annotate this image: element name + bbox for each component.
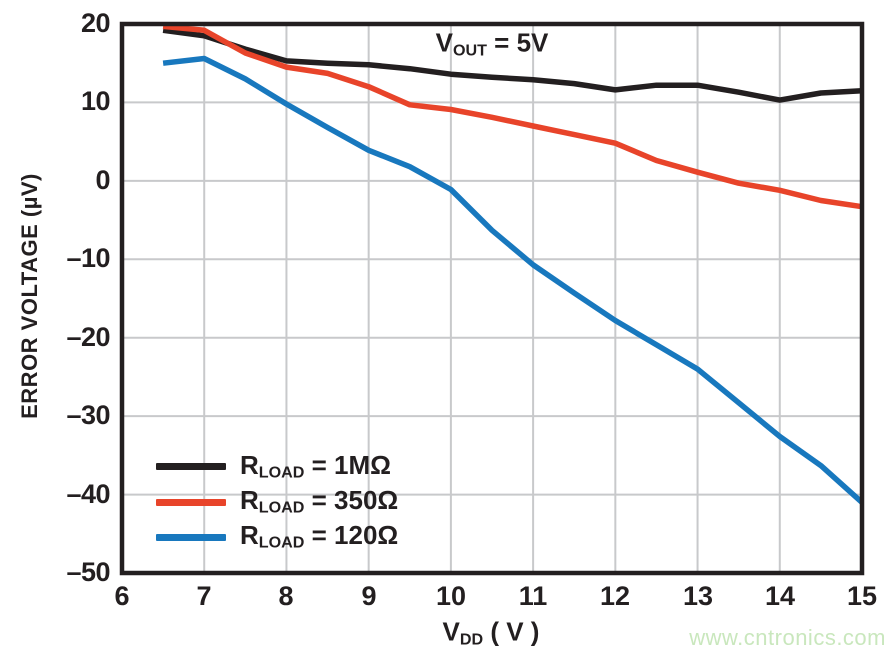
series-line-2 [162,55,864,505]
legend-swatch-120ohm [156,534,226,541]
y-axis-title: ERROR VOLTAGE (µV) [17,173,42,419]
series-line-0 [162,27,863,103]
legend-label-1mohm: RLOAD = 1MΩ [240,450,392,482]
y-tick-label: –50 [66,556,110,587]
legend-swatch-1mohm [156,463,226,470]
x-tick-label: 9 [361,581,377,611]
x-tick-label: 13 [682,581,714,611]
y-tick-label: –30 [66,399,110,430]
x-tick-label: 7 [196,581,212,611]
x-tick-label: 15 [846,581,878,611]
x-tick-label: 11 [518,581,548,611]
plot-frame [119,21,865,576]
x-axis-title: VDD ( V ) [442,616,540,649]
x-tick-label: 10 [435,581,467,611]
legend-swatch-350ohm [156,499,226,506]
y-tick-label: 10 [80,85,111,116]
x-tick-label: 12 [599,581,631,611]
y-tick-label: –10 [66,242,110,273]
y-tick-label: 0 [95,164,110,195]
watermark: www.cntronics.com [689,625,886,650]
x-tick-label: 8 [278,581,294,611]
annotation-vout: VOUT = 5V [435,27,549,60]
x-tick-label: 6 [114,581,130,611]
x-tick-label: 14 [764,581,796,611]
legend-label-350ohm: RLOAD = 350Ω [240,485,399,517]
y-tick-label: 20 [80,7,111,38]
legend-label-120ohm: RLOAD = 120Ω [240,520,399,552]
series-line-1 [162,23,863,210]
y-tick-label: –20 [66,321,110,352]
y-tick-label: –40 [66,478,110,509]
